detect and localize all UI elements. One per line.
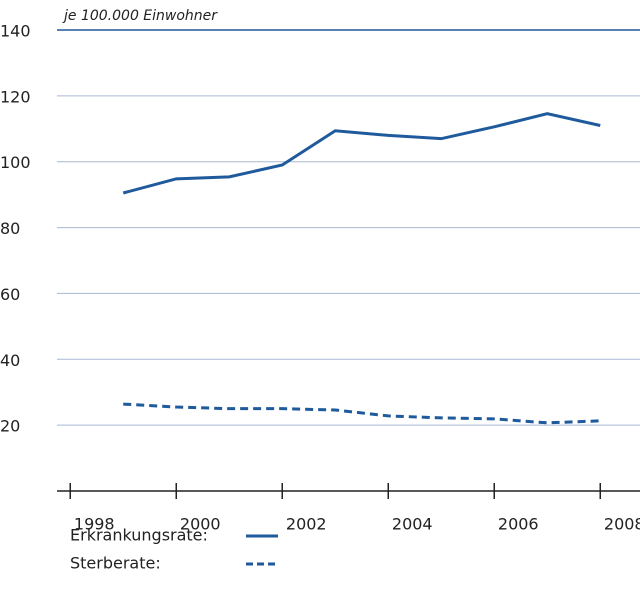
y-tick-label: 100 bbox=[0, 153, 31, 172]
y-tick-label: 60 bbox=[0, 285, 20, 304]
y-tick-label: 140 bbox=[0, 22, 31, 41]
y-tick-label: 20 bbox=[0, 417, 20, 436]
x-tick-label: 2002 bbox=[286, 515, 327, 534]
x-tick-label: 2004 bbox=[392, 515, 433, 534]
line-series bbox=[123, 402, 601, 425]
y-tick-label: 80 bbox=[0, 219, 20, 238]
legend-label: Erkrankungsrate: bbox=[70, 526, 208, 545]
legend-label: Sterberate: bbox=[70, 554, 161, 573]
line-series bbox=[122, 112, 601, 195]
chart-subtitle: je 100.000 Einwohner bbox=[62, 8, 218, 24]
y-tick-label: 40 bbox=[0, 351, 20, 370]
x-tick-label: 1998 bbox=[74, 515, 115, 534]
y-tick-label: 120 bbox=[0, 87, 31, 106]
x-tick-label: 2008 bbox=[604, 515, 640, 534]
x-tick-label: 2006 bbox=[498, 515, 539, 534]
x-tick-label: 2000 bbox=[180, 515, 221, 534]
